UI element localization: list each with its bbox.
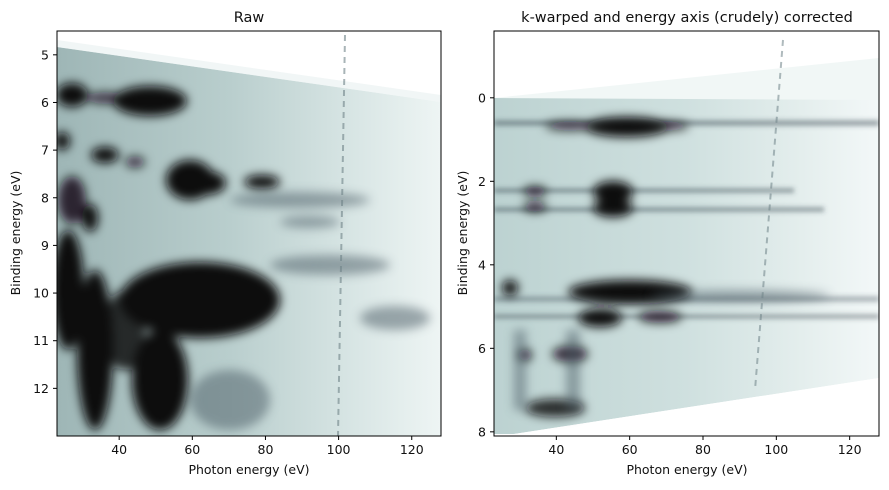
- raw-y-tick: 9: [41, 238, 57, 253]
- corrected-x-tick: 100: [764, 436, 788, 457]
- corrected-y-tick: 8: [478, 424, 494, 439]
- raw-x-tick-label: 80: [258, 442, 274, 457]
- raw-x-tick: 80: [258, 436, 274, 457]
- raw-y-tick: 11: [33, 333, 57, 348]
- corrected-y-tick-label: 8: [478, 424, 486, 439]
- raw-x-axis-label: Photon energy (eV): [188, 462, 309, 477]
- raw-y-tick-label: 10: [33, 286, 49, 301]
- raw-y-axis: 5 6 7 8 9 10 11 12: [33, 47, 57, 396]
- panel-corrected: k-warped and energy axis (crudely) corre…: [455, 10, 880, 477]
- raw-y-tick-label: 9: [41, 238, 49, 253]
- corrected-x-tick-label: 100: [764, 442, 788, 457]
- raw-y-tick: 5: [41, 47, 57, 62]
- corrected-heatmap: [494, 31, 879, 436]
- corrected-y-axis-label: Binding energy (eV): [455, 171, 470, 296]
- corrected-y-tick-label: 4: [478, 257, 486, 272]
- raw-x-tick: 60: [184, 436, 200, 457]
- corrected-x-tick-label: 120: [838, 442, 862, 457]
- raw-y-tick: 8: [41, 190, 57, 205]
- corrected-y-tick: 0: [478, 90, 494, 105]
- corrected-x-tick-label: 80: [695, 442, 711, 457]
- corrected-y-tick-label: 0: [478, 90, 486, 105]
- raw-y-tick-label: 5: [41, 47, 49, 62]
- raw-y-tick-label: 12: [33, 381, 49, 396]
- raw-plot-frame: [56, 30, 442, 437]
- corrected-y-tick-label: 6: [478, 341, 486, 356]
- corrected-y-tick: 2: [478, 174, 494, 189]
- raw-title: Raw: [234, 10, 265, 26]
- corrected-x-tick-label: 40: [548, 442, 564, 457]
- corrected-x-tick: 80: [695, 436, 711, 457]
- raw-y-tick: 7: [41, 143, 57, 158]
- corrected-plot-frame: [493, 30, 880, 437]
- corrected-x-axis-label: Photon energy (eV): [626, 462, 747, 477]
- raw-y-tick: 12: [33, 381, 57, 396]
- raw-x-tick-label: 40: [111, 442, 127, 457]
- corrected-x-tick: 40: [548, 436, 564, 457]
- raw-heatmap: [57, 31, 441, 436]
- corrected-y-axis: 0 2 4 6 8: [478, 90, 494, 439]
- raw-x-tick: 120: [400, 436, 424, 457]
- raw-x-tick-label: 120: [400, 442, 424, 457]
- raw-x-tick: 40: [111, 436, 127, 457]
- corrected-y-tick-label: 2: [478, 174, 486, 189]
- raw-y-tick: 6: [41, 95, 57, 110]
- corrected-x-tick: 60: [622, 436, 638, 457]
- raw-y-tick-label: 6: [41, 95, 49, 110]
- raw-y-axis-label: Binding energy (eV): [8, 171, 23, 296]
- raw-y-tick-label: 7: [41, 143, 49, 158]
- raw-x-axis: 40 60 80 100 120: [111, 436, 424, 457]
- raw-x-tick-label: 60: [184, 442, 200, 457]
- raw-y-tick-label: 11: [33, 333, 49, 348]
- raw-y-tick: 10: [33, 286, 57, 301]
- corrected-x-tick-label: 60: [622, 442, 638, 457]
- corrected-x-axis: 40 60 80 100 120: [548, 436, 862, 457]
- raw-y-tick-label: 8: [41, 190, 49, 205]
- raw-x-tick-label: 100: [327, 442, 351, 457]
- corrected-coverage-region: [494, 98, 879, 434]
- corrected-y-tick: 4: [478, 257, 494, 272]
- corrected-x-tick: 120: [838, 436, 862, 457]
- panel-raw: Raw 40 60 80 100 120 5 6 7 8 9 10 11 12 Photon ener…: [8, 10, 442, 477]
- corrected-title: k-warped and energy axis (crudely) corre…: [521, 10, 853, 26]
- corrected-y-tick: 6: [478, 341, 494, 356]
- raw-x-tick: 100: [327, 436, 351, 457]
